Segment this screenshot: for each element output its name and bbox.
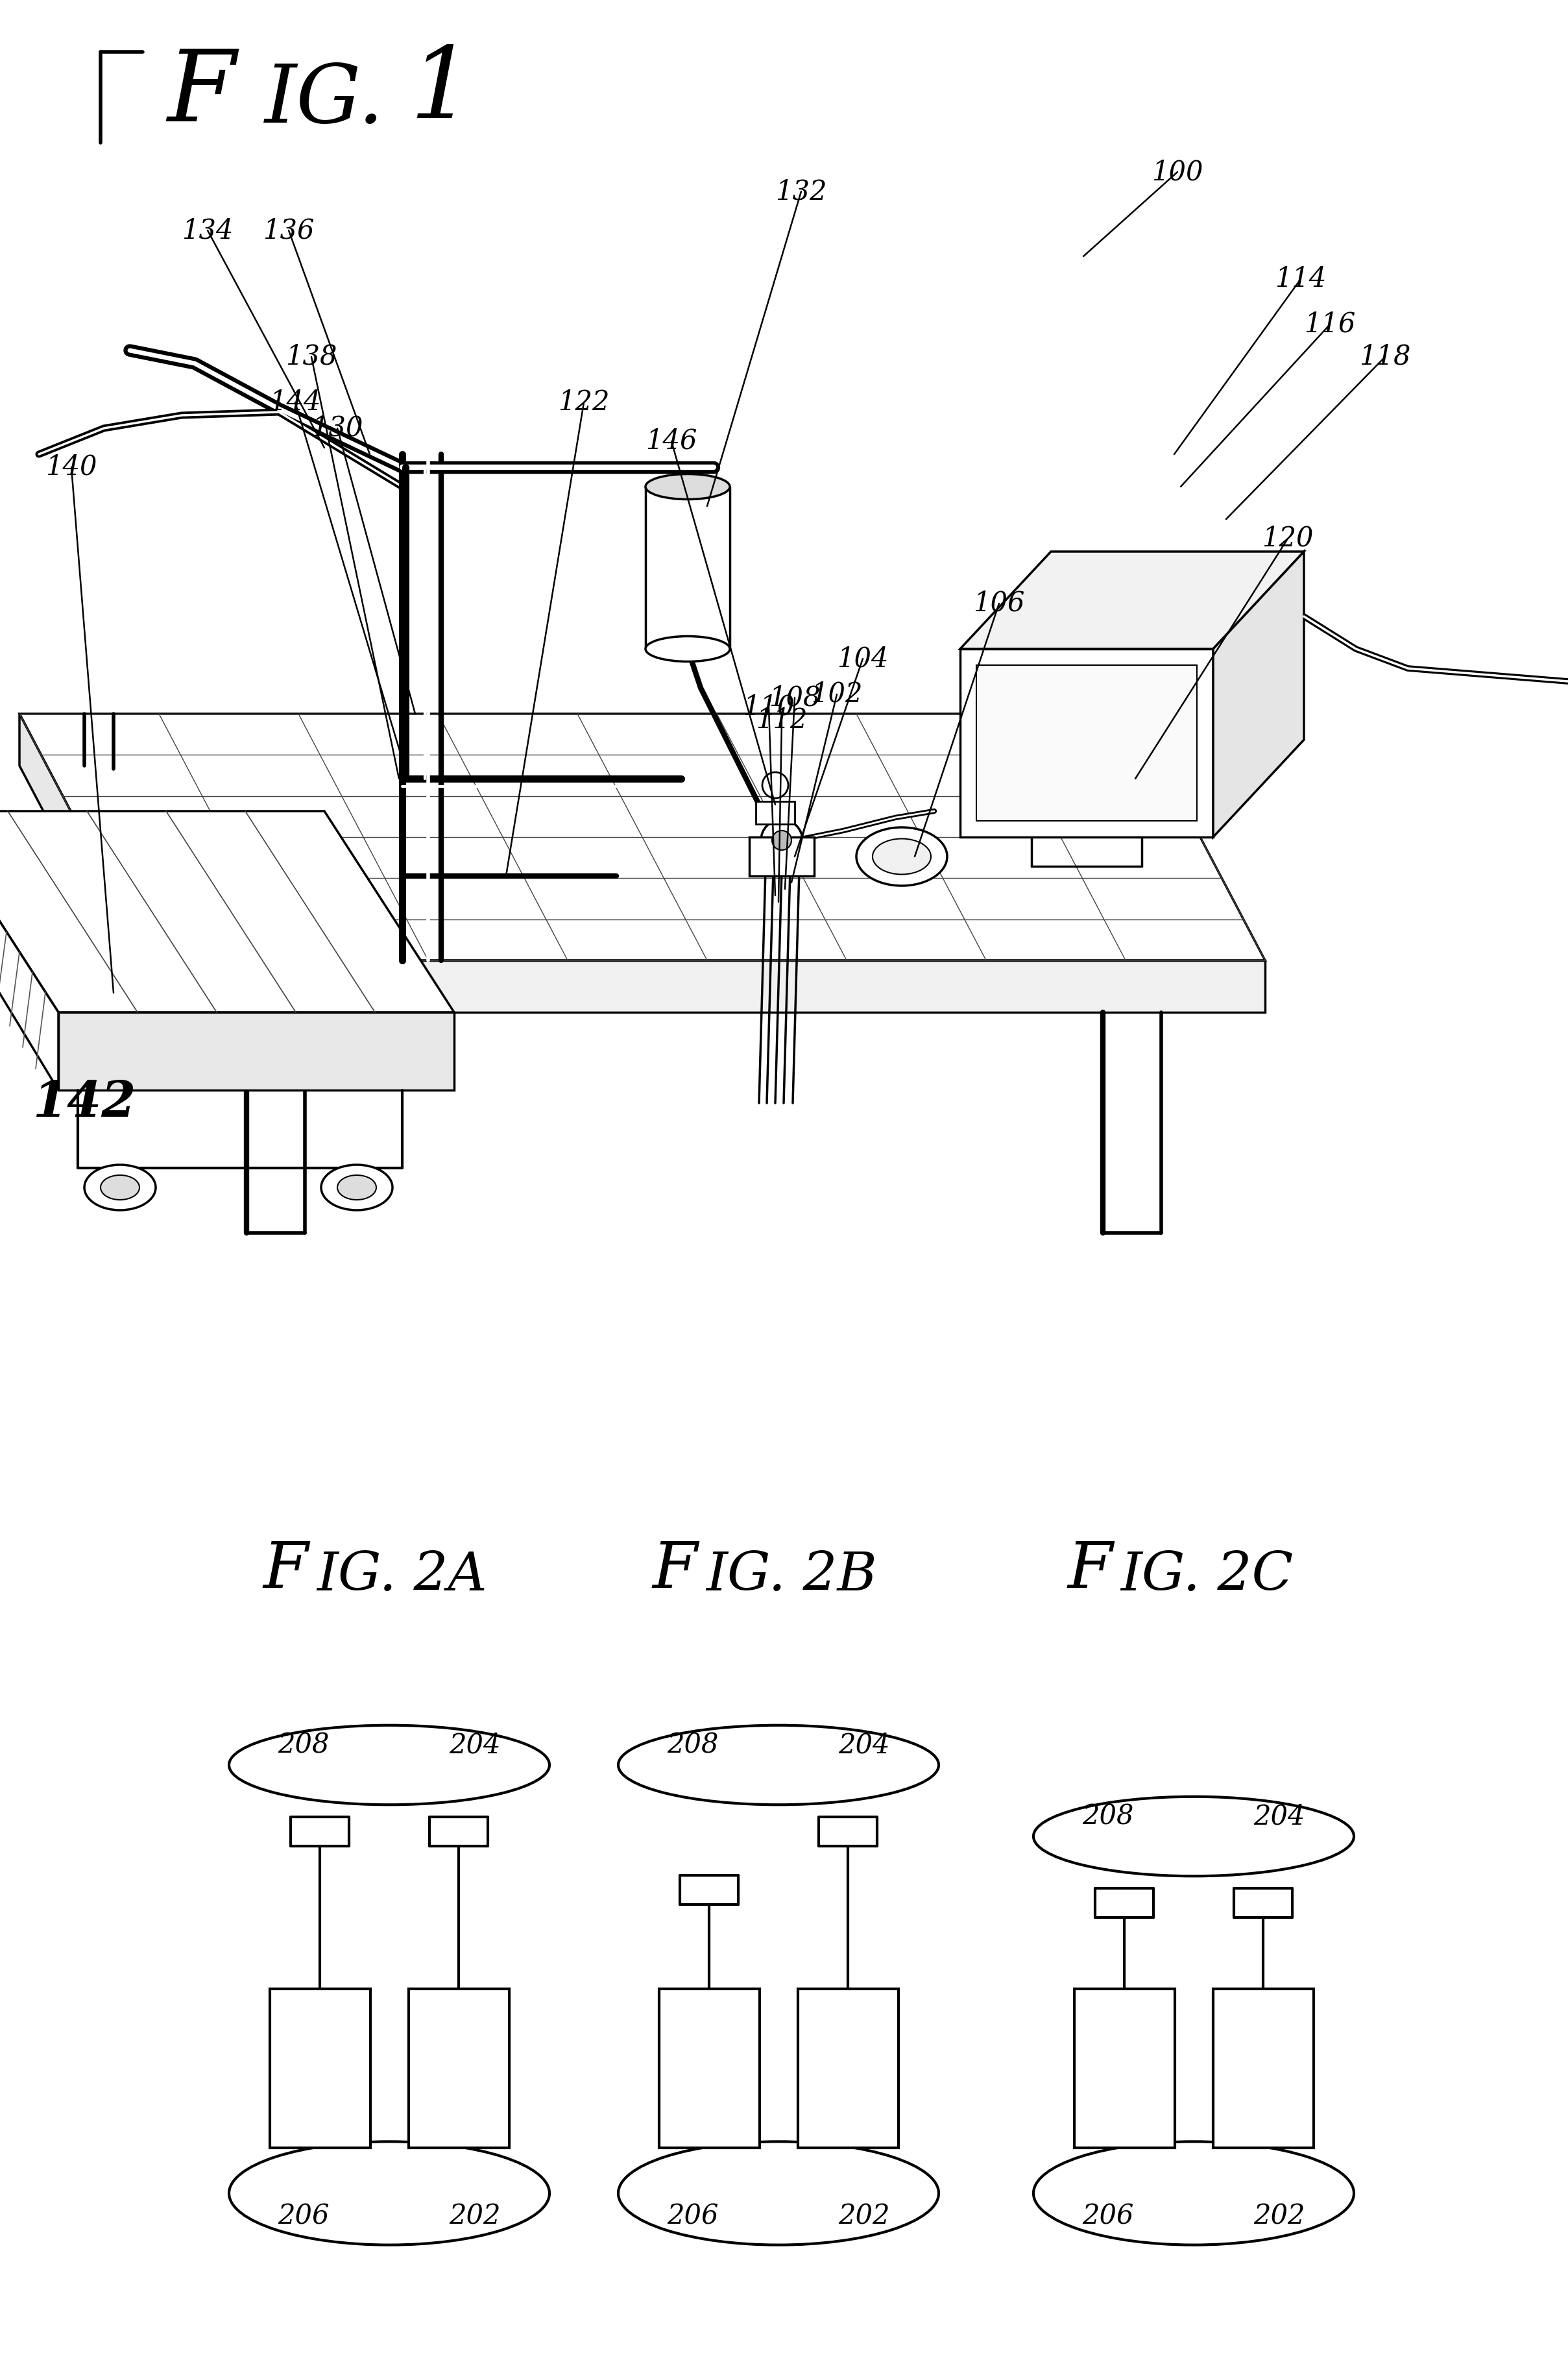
Ellipse shape <box>646 475 729 498</box>
Text: 102: 102 <box>811 681 862 707</box>
Text: 116: 116 <box>1305 311 1356 337</box>
Text: 136: 136 <box>263 216 315 244</box>
Text: 104: 104 <box>837 645 889 672</box>
Text: 132: 132 <box>776 178 826 204</box>
Polygon shape <box>19 714 149 1013</box>
Text: 204: 204 <box>1253 1803 1305 1830</box>
Text: 208: 208 <box>666 1732 718 1758</box>
Text: 106: 106 <box>974 591 1025 617</box>
Text: 130: 130 <box>312 415 364 441</box>
Polygon shape <box>960 648 1214 838</box>
Ellipse shape <box>646 636 729 662</box>
Text: 144: 144 <box>270 389 321 415</box>
Text: F: F <box>263 1540 307 1602</box>
Bar <box>756 802 795 823</box>
Bar <box>798 1989 898 2148</box>
Text: IG. 2B: IG. 2B <box>706 1550 877 1602</box>
Ellipse shape <box>856 828 947 885</box>
Text: 202: 202 <box>839 2202 891 2231</box>
Circle shape <box>760 819 803 861</box>
Text: 208: 208 <box>1082 1803 1134 1830</box>
Polygon shape <box>19 714 1265 961</box>
Text: IG. 2A: IG. 2A <box>317 1550 488 1602</box>
Polygon shape <box>149 961 1265 1013</box>
Text: 204: 204 <box>839 1732 891 1758</box>
Bar <box>409 1989 510 2148</box>
Bar <box>1214 1989 1314 2148</box>
Ellipse shape <box>100 1175 140 1201</box>
Bar <box>1074 1989 1174 2148</box>
Text: 110: 110 <box>743 693 795 721</box>
Polygon shape <box>58 1013 455 1089</box>
Text: 122: 122 <box>558 389 610 415</box>
Text: IG. 2C: IG. 2C <box>1120 1550 1294 1602</box>
Text: 204: 204 <box>448 1732 500 1758</box>
Polygon shape <box>1214 551 1305 838</box>
Text: 206: 206 <box>1082 2202 1134 2231</box>
Text: 108: 108 <box>768 683 820 712</box>
Text: 134: 134 <box>182 216 234 244</box>
Text: 114: 114 <box>1275 266 1327 292</box>
Text: 206: 206 <box>278 2202 329 2231</box>
Polygon shape <box>0 812 455 1013</box>
Text: 206: 206 <box>666 2202 718 2231</box>
Circle shape <box>771 831 792 850</box>
Text: F: F <box>652 1540 698 1602</box>
Text: 120: 120 <box>1262 524 1314 553</box>
Text: 112: 112 <box>756 707 808 733</box>
Bar <box>659 1989 759 2148</box>
Polygon shape <box>960 551 1305 648</box>
Bar <box>750 838 814 876</box>
Text: 202: 202 <box>448 2202 500 2231</box>
Text: 202: 202 <box>1253 2202 1305 2231</box>
Text: 208: 208 <box>278 1732 329 1758</box>
Text: 146: 146 <box>646 427 698 456</box>
Bar <box>270 1989 370 2148</box>
Circle shape <box>762 771 789 797</box>
Polygon shape <box>0 812 58 1089</box>
Ellipse shape <box>872 838 931 873</box>
Text: F: F <box>166 45 235 142</box>
Ellipse shape <box>85 1165 155 1210</box>
Text: 138: 138 <box>285 344 337 370</box>
Text: 1: 1 <box>409 43 472 140</box>
Text: 118: 118 <box>1359 344 1411 370</box>
Text: 142: 142 <box>33 1080 136 1127</box>
Text: 100: 100 <box>1151 159 1203 185</box>
Text: IG.: IG. <box>265 62 384 140</box>
Bar <box>977 664 1196 821</box>
Ellipse shape <box>321 1165 392 1210</box>
Text: F: F <box>1068 1540 1112 1602</box>
Ellipse shape <box>337 1175 376 1201</box>
Text: 140: 140 <box>45 453 97 482</box>
